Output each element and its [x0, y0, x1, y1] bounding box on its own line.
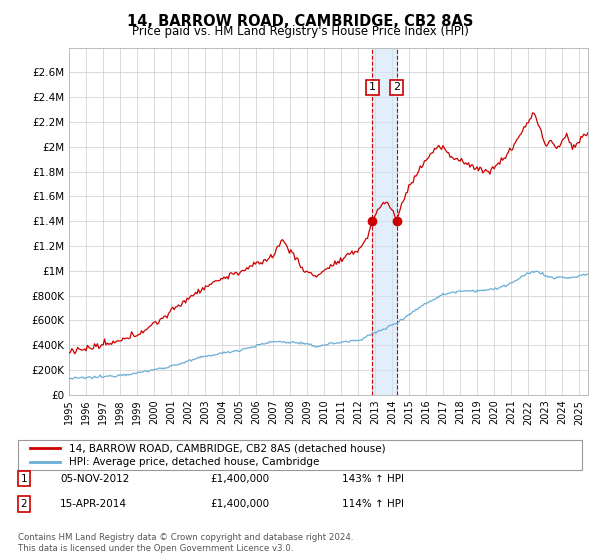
Bar: [373, 48, 397, 395]
Text: £1,400,000: £1,400,000: [210, 474, 269, 484]
Text: Price paid vs. HM Land Registry's House Price Index (HPI): Price paid vs. HM Land Registry's House …: [131, 25, 469, 38]
Text: 143% ↑ HPI: 143% ↑ HPI: [342, 474, 404, 484]
Text: 2: 2: [393, 82, 400, 92]
Text: 05-NOV-2012: 05-NOV-2012: [60, 474, 130, 484]
Text: Contains HM Land Registry data © Crown copyright and database right 2024.
This d: Contains HM Land Registry data © Crown c…: [18, 533, 353, 553]
Text: £1,400,000: £1,400,000: [210, 499, 269, 509]
Text: 14, BARROW ROAD, CAMBRIDGE, CB2 8AS: 14, BARROW ROAD, CAMBRIDGE, CB2 8AS: [127, 14, 473, 29]
Text: 14, BARROW ROAD, CAMBRIDGE, CB2 8AS (detached house): 14, BARROW ROAD, CAMBRIDGE, CB2 8AS (det…: [69, 443, 386, 453]
Text: 1: 1: [20, 474, 28, 484]
Text: HPI: Average price, detached house, Cambridge: HPI: Average price, detached house, Camb…: [69, 457, 319, 467]
Text: 1: 1: [369, 82, 376, 92]
Text: 15-APR-2014: 15-APR-2014: [60, 499, 127, 509]
Text: 2: 2: [20, 499, 28, 509]
Text: 114% ↑ HPI: 114% ↑ HPI: [342, 499, 404, 509]
